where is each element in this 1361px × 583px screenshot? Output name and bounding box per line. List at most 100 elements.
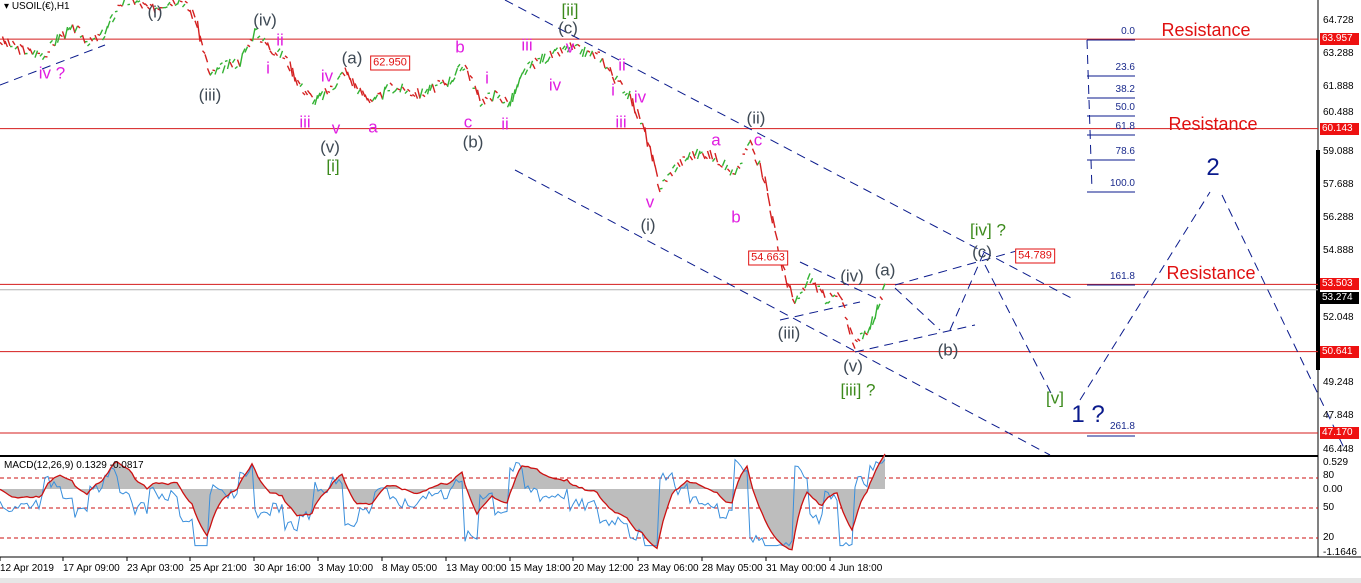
wave-label: c [463, 112, 473, 132]
y-tick-label: 61.888 [1323, 81, 1354, 92]
wave-label: (c) [558, 18, 578, 38]
price-segment [474, 85, 479, 95]
price-segment [541, 53, 546, 63]
price-segment [94, 34, 99, 42]
price-segment [422, 94, 426, 98]
price-segment [601, 58, 606, 69]
wave-label: iv [548, 75, 562, 95]
price-segment [257, 35, 261, 39]
price-segment [319, 91, 324, 97]
wave-label: (iv) [253, 10, 277, 30]
triangle-down-icon[interactable]: ▾ [4, 1, 10, 12]
symbol-title[interactable]: ▾ USOIL(€),H1 [4, 1, 70, 12]
level-price-tag: 60.143 [1320, 122, 1359, 135]
price-segment [766, 192, 771, 207]
wave-label: iv [320, 66, 334, 86]
price-segment [59, 34, 63, 38]
price-segment [196, 20, 201, 42]
price-segment [496, 94, 501, 99]
wave-label: 2 [1206, 154, 1220, 181]
price-segment [81, 35, 86, 44]
price-segment [142, 1, 146, 6]
wave-label: a [368, 117, 378, 137]
price-segment [449, 79, 454, 85]
price-segment [351, 78, 356, 89]
level-price-tag: 50.641 [1320, 345, 1359, 358]
price-segment [669, 171, 674, 177]
price-segment [744, 147, 748, 151]
price-segment [184, 0, 188, 4]
wave-label: b [731, 207, 741, 227]
price-segment [781, 264, 786, 271]
price-segment [229, 61, 234, 68]
price-segment [226, 58, 231, 70]
price-segment [199, 35, 204, 46]
wave-label: iii [521, 35, 533, 55]
price-segment [784, 275, 789, 288]
price-segment [344, 67, 349, 76]
price-segment [761, 177, 766, 184]
price-segment [74, 25, 79, 33]
price-segment [361, 90, 366, 98]
price-segment [364, 94, 369, 101]
price-segment [711, 157, 716, 162]
price-segment [176, 0, 180, 5]
price-segment [87, 43, 91, 47]
price-segment [636, 109, 641, 120]
price-segment [622, 91, 626, 94]
price-segment [684, 157, 689, 162]
price-segment [106, 20, 111, 29]
price-segment [426, 84, 431, 95]
price-box: 62.950 [370, 55, 410, 71]
macd-tick-label: -1.1646 [1323, 547, 1357, 558]
wave-projection-line [1221, 194, 1346, 451]
level-price-tag: 53.503 [1320, 278, 1359, 291]
price-segment [881, 283, 886, 291]
price-segment [504, 96, 509, 103]
wave-label: c [753, 130, 763, 150]
price-segment [92, 37, 96, 41]
price-segment [514, 84, 519, 95]
price-segment [476, 89, 481, 102]
price-segment [272, 53, 276, 56]
price-segment [676, 162, 681, 168]
price-segment [509, 92, 514, 107]
resistance-label: Resistance [1166, 263, 1256, 283]
price-segment [864, 332, 868, 336]
x-tick-label: 17 Apr 09:00 [63, 563, 120, 574]
wave-label: v [565, 37, 575, 57]
price-segment [714, 152, 719, 163]
scrollbar [0, 578, 1361, 583]
price-segment [77, 25, 81, 29]
price-segment [691, 150, 696, 159]
wave-label: (v) [843, 356, 863, 376]
wave-label: i [266, 58, 270, 78]
price-segment [219, 62, 223, 66]
wave-label: ii [618, 55, 626, 75]
wave-label: (i) [147, 2, 163, 22]
price-segment [717, 163, 721, 166]
price-segment [114, 10, 118, 13]
macd-tick-label: 50 [1323, 502, 1335, 513]
price-segment [316, 92, 321, 99]
price-segment [66, 27, 71, 31]
price-segment [134, 0, 139, 4]
price-segment [654, 165, 659, 177]
signal-line [0, 453, 886, 551]
price-segment [876, 303, 881, 310]
price-segment [704, 156, 708, 160]
price-segment [594, 51, 598, 55]
y-tick-label: 46.448 [1323, 444, 1354, 455]
price-segment [294, 77, 299, 86]
wave-label: (a) [341, 48, 363, 68]
x-tick-label: 23 May 06:00 [638, 563, 699, 574]
price-segment [304, 90, 309, 96]
price-segment [502, 101, 506, 104]
wave-label: i [611, 80, 615, 100]
macd-label: MACD(12,26,9) 0.1329 -0.0817 [4, 460, 144, 471]
price-segment [726, 168, 731, 173]
price-segment [146, 6, 151, 11]
price-segment [494, 90, 498, 94]
price-segment [274, 52, 279, 57]
